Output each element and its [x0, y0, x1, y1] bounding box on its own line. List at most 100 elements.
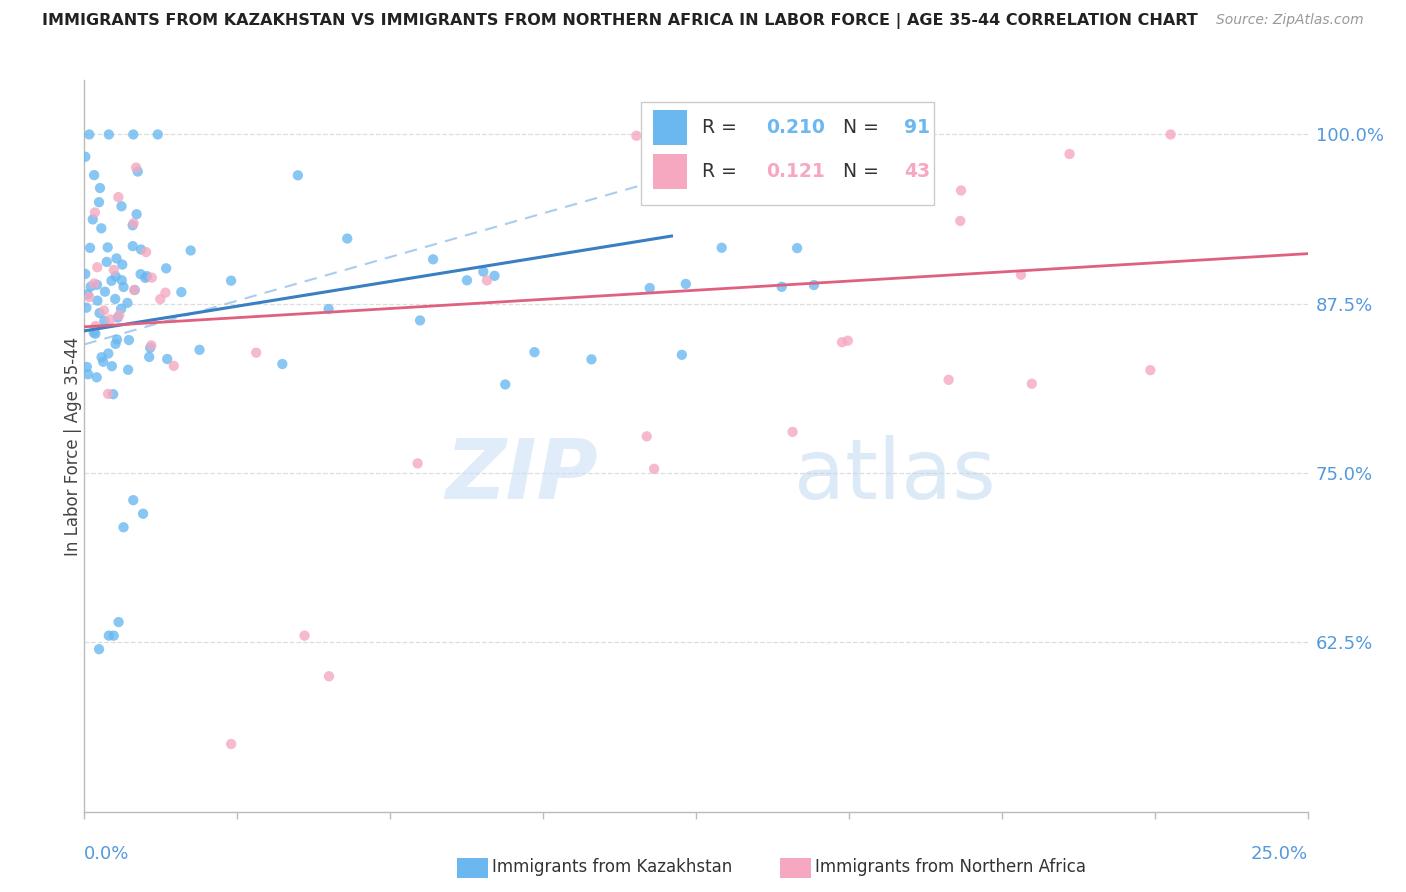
- Point: [139, 341, 162, 355]
- Point: [219, 737, 242, 751]
- Point: [146, 128, 169, 142]
- Point: [1160, 128, 1182, 142]
- Point: [287, 169, 309, 183]
- Point: [138, 350, 160, 364]
- Point: [132, 507, 155, 521]
- Point: [710, 241, 733, 255]
- Point: [456, 273, 478, 287]
- Point: [97, 387, 120, 401]
- Point: [77, 368, 100, 382]
- Point: [671, 348, 693, 362]
- Point: [318, 301, 340, 316]
- Point: [111, 273, 134, 287]
- Point: [103, 629, 125, 643]
- Point: [877, 146, 900, 161]
- Text: R =: R =: [702, 119, 742, 137]
- Point: [103, 263, 125, 277]
- Point: [1346, 710, 1368, 724]
- Point: [89, 181, 111, 195]
- Point: [837, 334, 859, 348]
- Point: [831, 335, 853, 350]
- Point: [122, 283, 145, 297]
- Point: [77, 290, 100, 304]
- Point: [86, 277, 108, 292]
- Point: [84, 205, 107, 219]
- Point: [87, 642, 110, 657]
- FancyBboxPatch shape: [641, 103, 935, 204]
- Point: [318, 669, 340, 683]
- Point: [170, 285, 193, 299]
- Point: [770, 280, 793, 294]
- Point: [127, 164, 149, 178]
- Point: [97, 629, 120, 643]
- Text: 91: 91: [904, 119, 929, 137]
- Point: [141, 338, 163, 352]
- Point: [406, 457, 429, 471]
- Point: [83, 277, 105, 291]
- FancyBboxPatch shape: [654, 111, 688, 145]
- Point: [472, 265, 495, 279]
- Point: [110, 301, 132, 316]
- Text: 0.0%: 0.0%: [84, 845, 129, 863]
- Point: [104, 337, 127, 351]
- Text: 43: 43: [904, 162, 929, 181]
- Point: [93, 314, 115, 328]
- Point: [245, 345, 267, 359]
- Text: Immigrants from Northern Africa: Immigrants from Northern Africa: [815, 858, 1087, 876]
- Point: [125, 207, 148, 221]
- Point: [155, 285, 177, 300]
- Point: [786, 241, 808, 255]
- Point: [97, 128, 120, 142]
- Point: [129, 267, 152, 281]
- Point: [101, 359, 124, 374]
- Point: [108, 308, 131, 322]
- Text: R =: R =: [702, 162, 742, 181]
- Point: [643, 462, 665, 476]
- Point: [100, 312, 122, 326]
- Point: [636, 429, 658, 443]
- Point: [219, 274, 242, 288]
- Point: [626, 128, 648, 143]
- Point: [141, 270, 163, 285]
- Point: [581, 352, 603, 367]
- Point: [76, 359, 98, 374]
- Point: [84, 318, 107, 333]
- Point: [156, 351, 179, 366]
- Point: [1059, 147, 1081, 161]
- Point: [121, 219, 143, 233]
- Point: [87, 195, 110, 210]
- Point: [294, 629, 316, 643]
- Point: [82, 212, 104, 227]
- Point: [100, 274, 122, 288]
- Point: [83, 168, 105, 182]
- Point: [83, 326, 105, 340]
- Point: [84, 326, 107, 341]
- Text: IMMIGRANTS FROM KAZAKHSTAN VS IMMIGRANTS FROM NORTHERN AFRICA IN LABOR FORCE | A: IMMIGRANTS FROM KAZAKHSTAN VS IMMIGRANTS…: [42, 13, 1198, 29]
- Point: [803, 278, 825, 293]
- Point: [122, 128, 145, 142]
- Y-axis label: In Labor Force | Age 35-44: In Labor Force | Age 35-44: [65, 336, 82, 556]
- Point: [105, 333, 128, 347]
- Point: [188, 343, 211, 357]
- Point: [155, 261, 177, 276]
- Point: [94, 285, 117, 299]
- Point: [86, 370, 108, 384]
- Text: atlas: atlas: [794, 434, 995, 516]
- Point: [110, 199, 132, 213]
- Point: [1395, 669, 1406, 683]
- Point: [107, 615, 129, 629]
- Point: [104, 269, 127, 284]
- Point: [336, 231, 359, 245]
- Point: [86, 260, 108, 275]
- Point: [75, 267, 97, 281]
- Point: [125, 161, 148, 175]
- Point: [112, 520, 135, 534]
- Point: [90, 351, 112, 365]
- Point: [80, 279, 103, 293]
- Point: [96, 255, 118, 269]
- Point: [675, 277, 697, 291]
- Text: Source: ZipAtlas.com: Source: ZipAtlas.com: [1216, 13, 1364, 28]
- Point: [135, 245, 157, 260]
- Point: [86, 293, 108, 308]
- Text: N =: N =: [842, 119, 884, 137]
